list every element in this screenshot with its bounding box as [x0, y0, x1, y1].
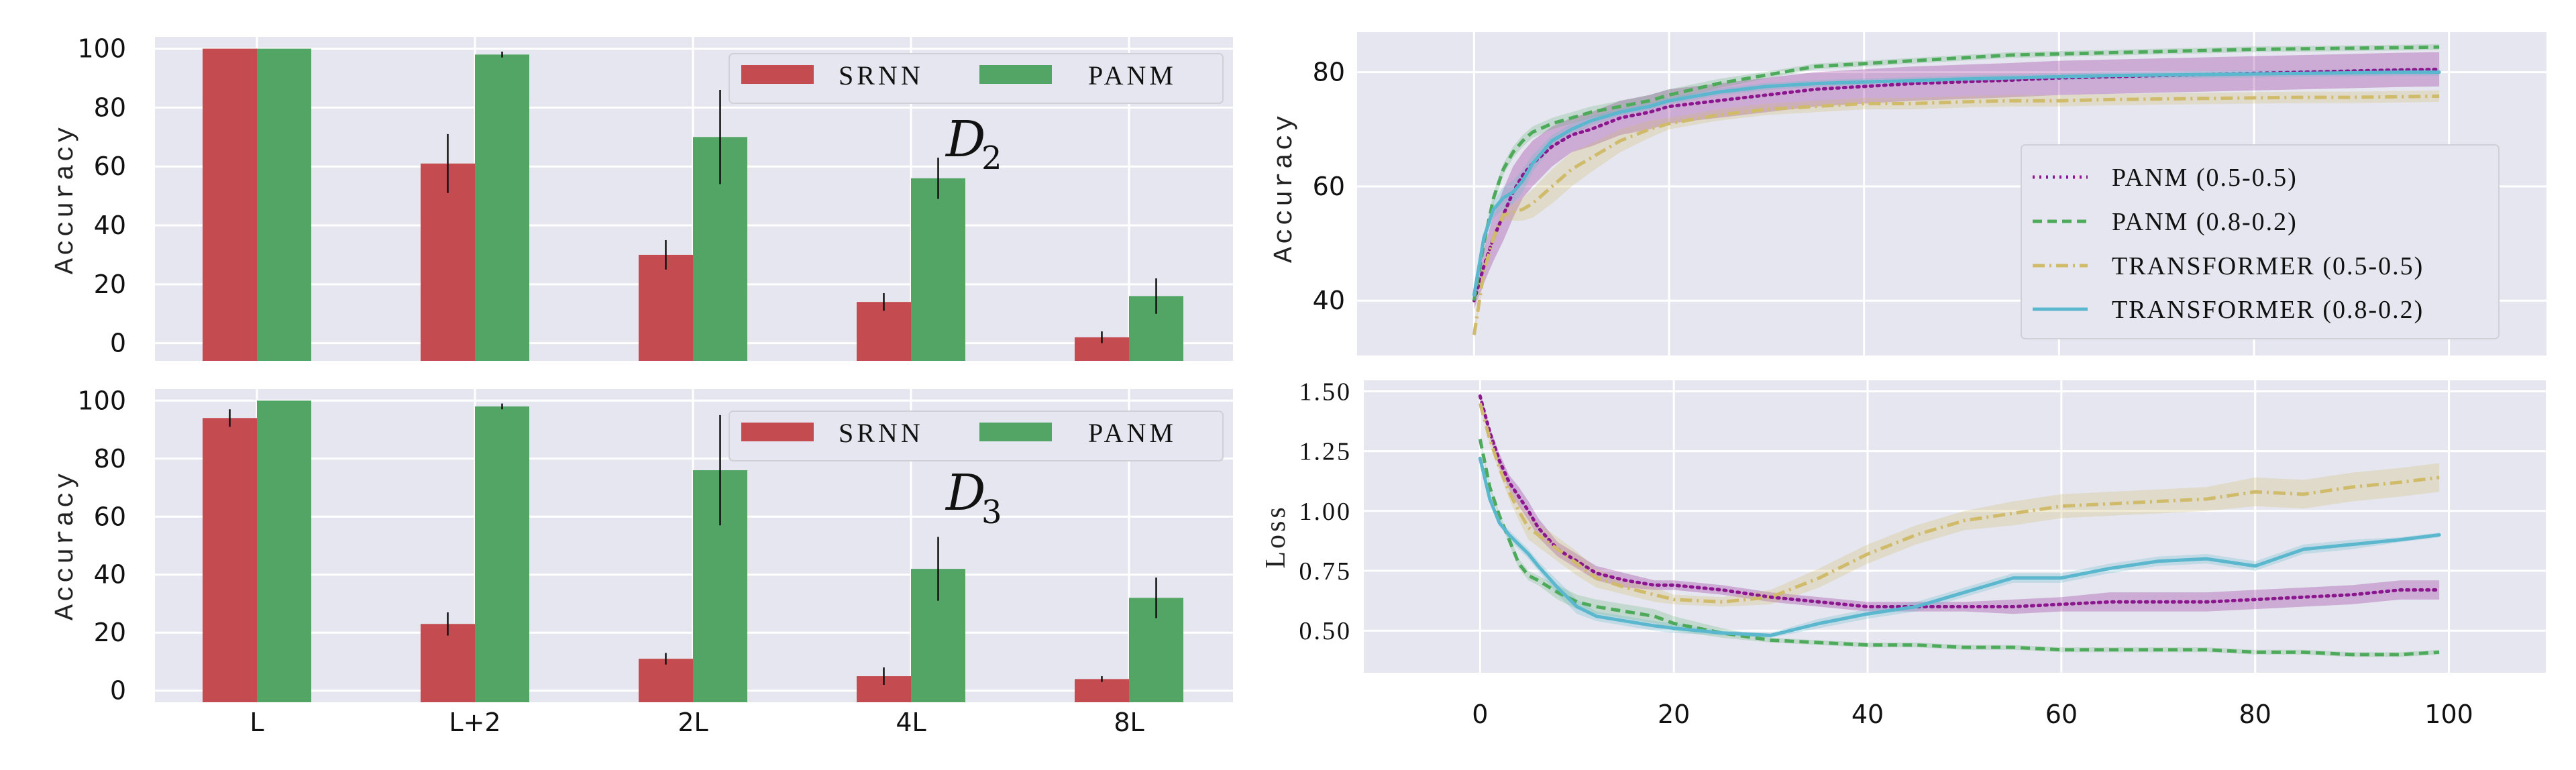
y-tick-label: 80 — [1313, 58, 1345, 87]
y-tick-labels: 0 20 40 60 80 100 — [77, 386, 126, 705]
x-tick-label: 80 — [2239, 700, 2271, 729]
bar-panm-lplus2 — [475, 54, 529, 361]
bar-chart-d2: 0 20 40 60 80 100 Accuracy SRNN PANM D 2 — [51, 34, 1233, 362]
y-tick-label: 40 — [94, 211, 126, 240]
legend-swatch-panm — [979, 65, 1052, 84]
annotation-subscript: 3 — [981, 494, 1002, 531]
y-tick-label: 20 — [94, 270, 126, 299]
legend-label: PANM (0.8-0.2) — [2112, 208, 2298, 236]
series-line-transformer-0-5-0-5 — [1478, 402, 2440, 604]
bar-panm-lplus2 — [475, 406, 529, 702]
legend-swatch-srnn — [741, 65, 814, 84]
x-tick-label: 0 — [1472, 700, 1488, 729]
x-tick-label: 20 — [1658, 700, 1690, 729]
bar-chart-d3: 0 20 40 60 80 100 L L+2 2L 4L 8L Accuracy SRNN PA… — [51, 386, 1233, 737]
legend-label: TRANSFORMER (0.8-0.2) — [2112, 296, 2424, 324]
y-axis-label: Loss — [1260, 504, 1291, 568]
bar-srnn-l — [203, 418, 257, 702]
annotation-main: D — [945, 111, 985, 168]
bar-srnn-4l — [857, 302, 911, 361]
bar-srnn-l — [203, 48, 257, 362]
y-tick-label: 40 — [94, 560, 126, 590]
confidence-band-panm-0-5-0-5 — [1480, 391, 2440, 614]
series-lines — [1478, 391, 2441, 657]
y-axis-label: Accuracy — [1270, 113, 1300, 263]
x-tick-labels: 0 20 40 60 80 100 — [1472, 700, 2473, 729]
legend-swatch-srnn — [741, 423, 814, 441]
y-tick-label: 60 — [94, 152, 126, 181]
legend-label-srnn: SRNN — [839, 418, 924, 448]
y-tick-label: 1.25 — [1299, 438, 1352, 466]
y-tick-label: 60 — [94, 502, 126, 531]
legend-swatch-panm — [979, 423, 1052, 441]
legend-box — [2021, 144, 2500, 339]
y-tick-label: 40 — [1313, 286, 1345, 315]
bar-srnn-2l — [639, 659, 693, 702]
x-tick-label: L — [250, 708, 264, 737]
y-axis-label: Accuracy — [51, 124, 81, 274]
x-tick-label: 100 — [2424, 700, 2473, 729]
legend: PANM (0.5-0.5) PANM (0.8-0.2) TRANSFORME… — [2021, 144, 2500, 339]
y-tick-label: 0.50 — [1299, 617, 1352, 645]
y-tick-label: 1.00 — [1299, 498, 1352, 526]
y-tick-label: 1.50 — [1299, 378, 1352, 406]
annotation-d3: D 3 — [945, 464, 1002, 531]
plot-area — [1364, 380, 2546, 673]
legend-box — [729, 410, 1224, 461]
legend: SRNN PANM — [729, 53, 1224, 104]
bars — [203, 48, 1183, 362]
legend: SRNN PANM — [729, 410, 1224, 461]
legend-label: TRANSFORMER (0.5-0.5) — [2112, 252, 2424, 280]
y-tick-labels: 0.50 0.75 1.00 1.25 1.50 — [1299, 378, 1352, 645]
annotation-subscript: 2 — [981, 140, 1002, 177]
x-tick-label: 60 — [2045, 700, 2078, 729]
bars — [203, 400, 1183, 702]
y-tick-label: 0.75 — [1299, 557, 1352, 586]
legend-label-panm: PANM — [1088, 60, 1177, 91]
line-chart-loss: 0.50 0.75 1.00 1.25 1.50 0 20 40 60 80 100 Loss — [1260, 378, 2546, 729]
legend-label: PANM (0.5-0.5) — [2112, 164, 2298, 192]
y-tick-label: 80 — [94, 93, 126, 122]
bar-panm-4l — [911, 178, 965, 361]
y-tick-label: 20 — [94, 618, 126, 647]
y-tick-labels: 0 20 40 60 80 100 — [77, 34, 126, 358]
y-tick-label: 0 — [110, 676, 126, 706]
bar-panm-l — [257, 48, 311, 362]
legend-label-srnn: SRNN — [839, 60, 924, 91]
annotation-d2: D 2 — [945, 111, 1002, 177]
legend-label-panm: PANM — [1088, 418, 1177, 448]
x-tick-label: L+2 — [449, 708, 500, 737]
x-tick-label: 40 — [1851, 700, 1884, 729]
y-tick-label: 60 — [1313, 172, 1345, 201]
line-chart-accuracy: 40 60 80 Accuracy PANM (0.5-0.5) PANM (0.8… — [1270, 32, 2546, 355]
series-lines — [1472, 44, 2441, 341]
y-tick-label: 100 — [77, 386, 126, 415]
x-tick-label: 8L — [1114, 708, 1144, 737]
series-line-panm-0-8-0-2 — [1472, 45, 2440, 301]
y-tick-labels: 40 60 80 — [1313, 58, 1345, 316]
confidence-band-transformer-0-5-0-5 — [1480, 398, 2440, 607]
series-line-transformer-0-5-0-5 — [1472, 94, 2440, 335]
gridlines — [1364, 380, 2546, 673]
y-tick-label: 100 — [77, 34, 126, 64]
bar-srnn-8l — [1075, 679, 1129, 702]
x-tick-label: 2L — [678, 708, 708, 737]
y-tick-label: 80 — [94, 444, 126, 474]
bar-srnn-lplus2 — [421, 163, 475, 362]
annotation-main: D — [945, 464, 985, 522]
y-axis-label: Accuracy — [51, 470, 81, 620]
y-tick-label: 0 — [110, 329, 126, 358]
x-tick-label: 4L — [896, 708, 926, 737]
legend-box — [729, 53, 1224, 104]
x-tick-labels: L L+2 2L 4L 8L — [250, 708, 1144, 737]
bar-srnn-lplus2 — [421, 624, 475, 702]
bar-panm-l — [257, 400, 311, 702]
bar-srnn-2l — [639, 254, 693, 361]
